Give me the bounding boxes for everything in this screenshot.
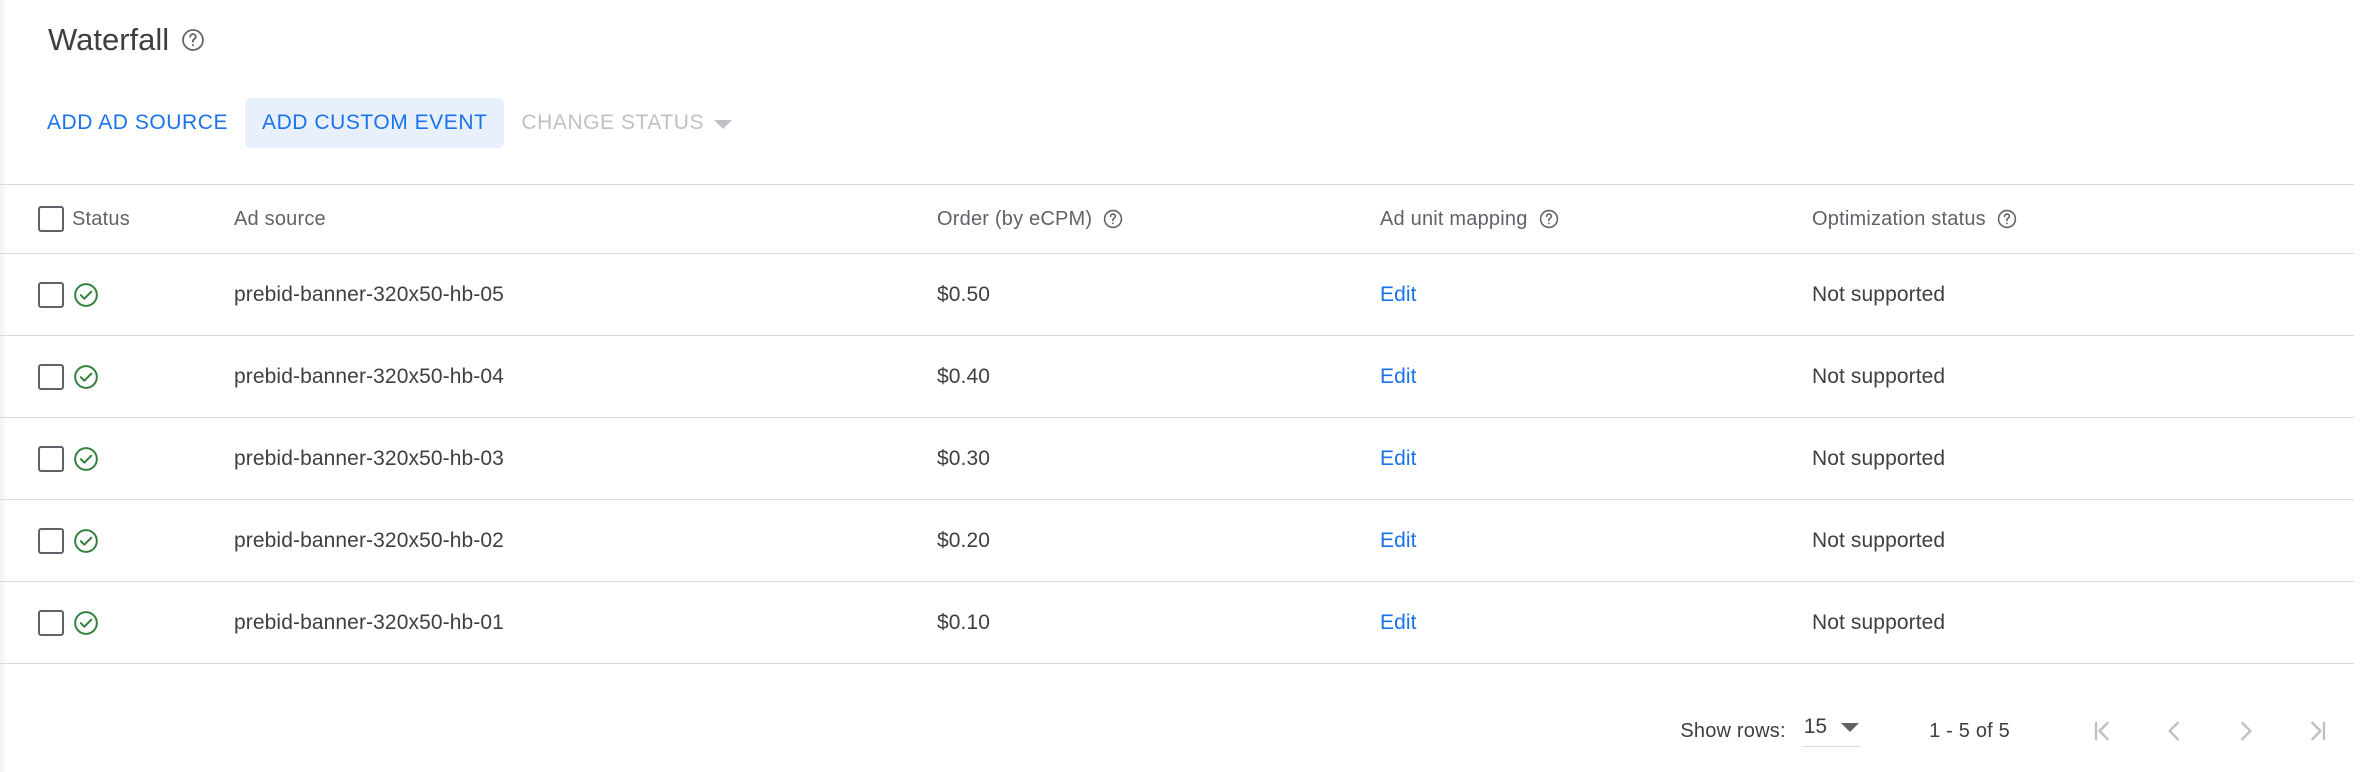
row-select-cell	[0, 445, 72, 472]
check-circle-icon	[72, 609, 100, 637]
row-ad-unit-mapping: Edit	[1380, 447, 1812, 471]
row-order: $0.10	[937, 610, 991, 634]
chevron-down-icon	[714, 120, 733, 129]
row-checkbox[interactable]	[38, 281, 64, 308]
check-circle-icon	[72, 363, 100, 391]
row-checkbox[interactable]	[38, 363, 64, 390]
edit-mapping-link[interactable]: Edit	[1380, 282, 1417, 306]
row-ad-source: prebid-banner-320x50-hb-03	[234, 446, 504, 470]
help-circle-icon[interactable]	[180, 27, 206, 53]
pagination-range: 1 - 5 of 5	[1929, 719, 2010, 742]
help-circle-icon[interactable]	[1538, 208, 1560, 230]
page-header: Waterfall	[48, 22, 206, 58]
row-ad-source: prebid-banner-320x50-hb-02	[234, 528, 504, 552]
column-header-ad-source[interactable]: Ad source	[234, 207, 326, 230]
previous-page-icon[interactable]	[2138, 703, 2210, 759]
add-custom-event-button[interactable]: ADD CUSTOM EVENT	[245, 98, 505, 148]
row-status-cell	[72, 363, 234, 391]
rows-select-underline	[1801, 746, 1862, 747]
pagination-controls	[2066, 703, 2354, 759]
row-divider	[0, 499, 2354, 500]
row-select-cell	[0, 527, 72, 554]
next-page-icon[interactable]	[2210, 703, 2282, 759]
row-optimization-status: Not supported	[1812, 446, 1946, 470]
rows-per-page-value: 15	[1803, 715, 1828, 738]
row-optimization-status: Not supported	[1812, 364, 1946, 388]
rows-per-page-select[interactable]: 15	[1800, 715, 1863, 747]
row-divider	[0, 335, 2354, 336]
row-divider	[0, 417, 2354, 418]
show-rows-label: Show rows:	[1680, 719, 1786, 742]
help-circle-icon[interactable]	[1102, 208, 1124, 230]
column-header-order-label: Order (by eCPM)	[937, 207, 1093, 230]
row-select-cell	[0, 609, 72, 636]
row-order: $0.40	[937, 364, 991, 388]
row-order: $0.20	[937, 528, 991, 552]
row-ad-unit-mapping: Edit	[1380, 529, 1812, 553]
add-ad-source-button[interactable]: ADD AD SOURCE	[30, 98, 245, 148]
column-header-ad-unit-mapping-label: Ad unit mapping	[1380, 207, 1528, 230]
row-checkbox[interactable]	[38, 445, 64, 472]
row-optimization-status: Not supported	[1812, 528, 1946, 552]
row-order: $0.50	[937, 282, 991, 306]
chevron-down-icon	[1841, 722, 1860, 732]
row-ad-source: prebid-banner-320x50-hb-01	[234, 610, 504, 634]
row-ad-unit-mapping: Edit	[1380, 611, 1812, 635]
column-header-optimization-status[interactable]: Optimization status	[1812, 208, 2354, 231]
row-status-cell	[72, 527, 234, 555]
first-page-icon[interactable]	[2066, 703, 2138, 759]
column-header-status[interactable]: Status	[72, 207, 130, 230]
select-all-checkbox[interactable]	[38, 206, 64, 232]
row-ad-unit-mapping: Edit	[1380, 365, 1812, 389]
row-optimization-status: Not supported	[1812, 610, 1946, 634]
column-header-ad-unit-mapping[interactable]: Ad unit mapping	[1380, 208, 1812, 231]
row-checkbox[interactable]	[38, 527, 64, 554]
column-header-optimization-status-label: Optimization status	[1812, 207, 1986, 230]
row-select-cell	[0, 281, 72, 308]
change-status-label: CHANGE STATUS	[521, 111, 705, 134]
table-bottom-divider	[0, 663, 2354, 664]
waterfall-table: Status Ad source Order (by eCPM) Ad unit…	[0, 184, 2354, 664]
row-divider	[0, 581, 2354, 582]
row-select-cell	[0, 363, 72, 390]
table-row[interactable]: prebid-banner-320x50-hb-03 $0.30 Edit No…	[0, 418, 2354, 499]
table-row[interactable]: prebid-banner-320x50-hb-05 $0.50 Edit No…	[0, 254, 2354, 335]
table-row[interactable]: prebid-banner-320x50-hb-04 $0.40 Edit No…	[0, 336, 2354, 417]
row-ad-source: prebid-banner-320x50-hb-04	[234, 364, 504, 388]
edit-mapping-link[interactable]: Edit	[1380, 364, 1417, 388]
edit-mapping-link[interactable]: Edit	[1380, 528, 1417, 552]
row-status-cell	[72, 281, 234, 309]
column-header-order[interactable]: Order (by eCPM)	[937, 208, 1380, 231]
check-circle-icon	[72, 445, 100, 473]
row-status-cell	[72, 609, 234, 637]
table-top-divider	[0, 184, 2354, 185]
change-status-button[interactable]: CHANGE STATUS	[504, 98, 749, 148]
row-ad-unit-mapping: Edit	[1380, 283, 1812, 307]
edit-mapping-link[interactable]: Edit	[1380, 446, 1417, 470]
help-circle-icon[interactable]	[1996, 208, 2018, 230]
row-status-cell	[72, 445, 234, 473]
check-circle-icon	[72, 281, 100, 309]
table-footer: Show rows: 15 1 - 5 of 5	[1680, 690, 2354, 772]
row-optimization-status: Not supported	[1812, 282, 1946, 306]
row-ad-source: prebid-banner-320x50-hb-05	[234, 282, 504, 306]
check-circle-icon	[72, 527, 100, 555]
toolbar: ADD AD SOURCE ADD CUSTOM EVENT CHANGE ST…	[30, 98, 749, 148]
row-order: $0.30	[937, 446, 991, 470]
page-title: Waterfall	[48, 22, 170, 57]
table-row[interactable]: prebid-banner-320x50-hb-01 $0.10 Edit No…	[0, 582, 2354, 663]
table-header-row: Status Ad source Order (by eCPM) Ad unit…	[0, 185, 2354, 253]
last-page-icon[interactable]	[2282, 703, 2354, 759]
row-checkbox[interactable]	[38, 609, 64, 636]
table-row[interactable]: prebid-banner-320x50-hb-02 $0.20 Edit No…	[0, 500, 2354, 581]
select-all-cell	[0, 206, 72, 232]
edit-mapping-link[interactable]: Edit	[1380, 610, 1417, 634]
table-header-divider	[0, 253, 2354, 254]
